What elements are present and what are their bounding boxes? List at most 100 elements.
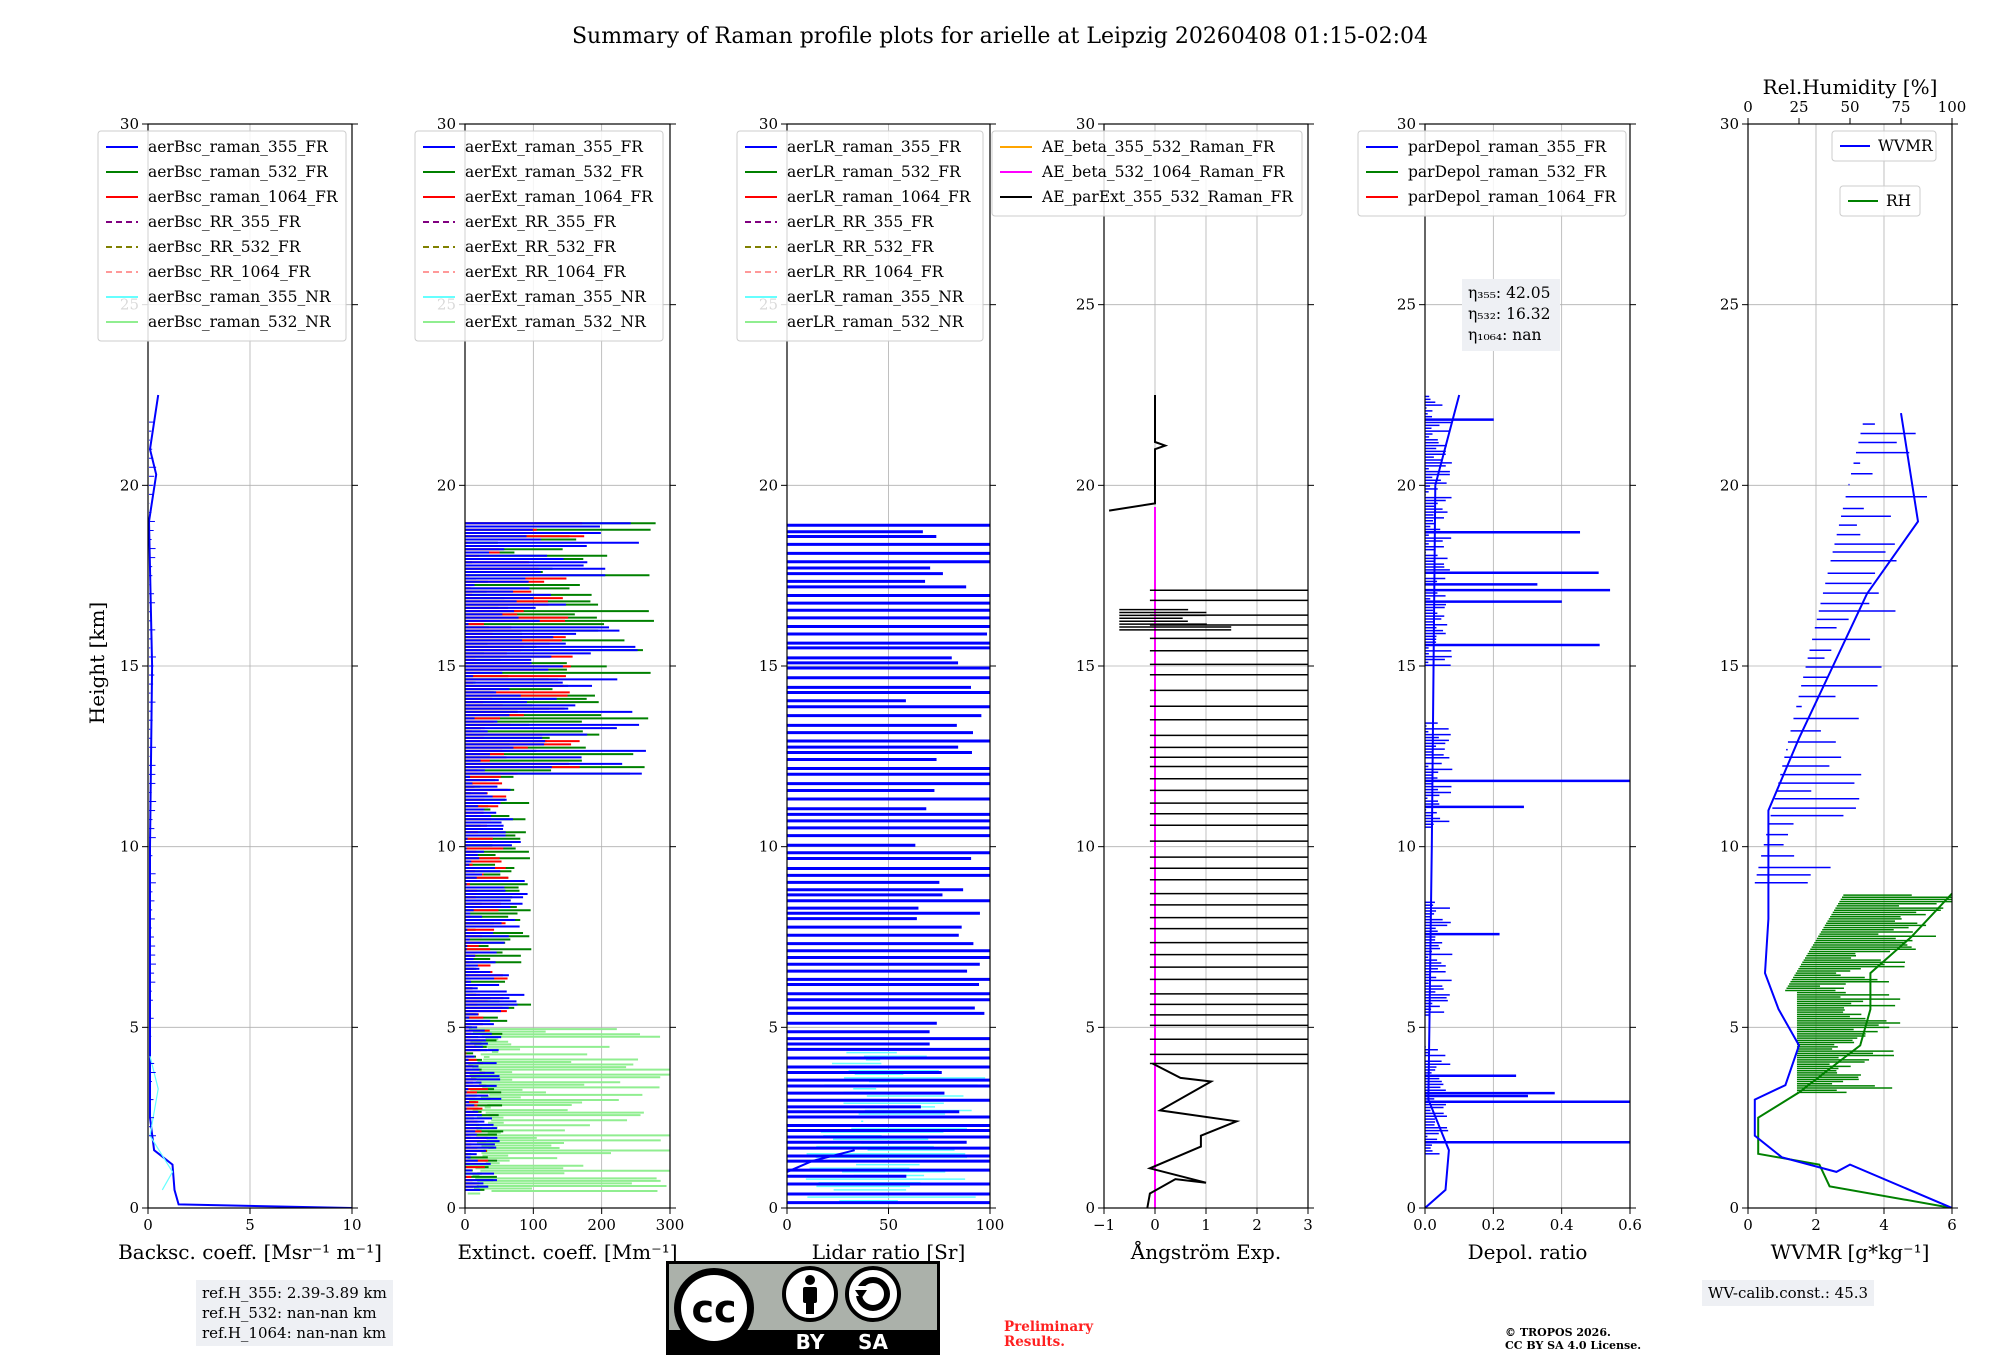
- legend-label: aerExt_RR_1064_FR: [465, 263, 627, 281]
- copyright-line-2: CC BY SA 4.0 License.: [1505, 1339, 1642, 1352]
- series-aerLR_raman_355_FR: [787, 1149, 855, 1173]
- panels: 0510152025300510Backsc. coeff. [Msr⁻¹ m⁻…: [97, 75, 1967, 1264]
- y-tick-label: 5: [1406, 1018, 1416, 1036]
- legend-label: aerExt_RR_355_FR: [465, 213, 617, 231]
- panel-depolarization: 0 5 10 15 20 25 30 0.0 0.2 0.4 0.6 Depol. ratio parD…: [1357, 115, 1642, 1264]
- legend-label: aerExt_raman_532_NR: [465, 313, 647, 331]
- top-x-axis-label: Rel.Humidity [%]: [1763, 75, 1938, 99]
- legend-label: aerBsc_raman_1064_FR: [148, 188, 339, 206]
- y-tick-label: 20: [759, 476, 778, 494]
- data-series: [1753, 412, 1952, 1208]
- x-tick-label: 5: [245, 1216, 255, 1234]
- series-AE_parExt_upper: [1108, 395, 1169, 512]
- x-tick-label: 50: [879, 1216, 898, 1234]
- cc-mark: cc: [691, 1287, 736, 1331]
- x-axis-label: Depol. ratio: [1468, 1240, 1588, 1264]
- legend-label: AE_beta_355_532_Raman_FR: [1041, 138, 1276, 156]
- series-aerBsc_raman_355_NR: [149, 1056, 174, 1191]
- x-tick-label: 0: [1743, 1216, 1753, 1234]
- y-tick-label: 25: [1076, 296, 1095, 314]
- preliminary-line-2: Results.: [1004, 1334, 1065, 1350]
- y-tick-label: 15: [120, 657, 139, 675]
- panel-backscatter: 0510152025300510Backsc. coeff. [Msr⁻¹ m⁻…: [97, 115, 382, 1264]
- x-tick-label: 10: [342, 1216, 361, 1234]
- legend-box: [991, 130, 1303, 217]
- series-AE_parExt_355_532_Raman_FR: [1146, 1062, 1241, 1208]
- series-aerBsc_raman_355_FR: [148, 394, 352, 1208]
- y-tick-label: 15: [1076, 657, 1095, 675]
- ref-height-355: ref.H_355: 2.39-3.89 km: [202, 1284, 387, 1302]
- legend-label: aerExt_raman_532_FR: [465, 163, 644, 181]
- x-tick-label: 2: [1811, 1216, 1821, 1234]
- x-tick-label: 3: [1303, 1216, 1313, 1234]
- legend-label: AE_parExt_355_532_Raman_FR: [1041, 188, 1294, 206]
- eta-background: [1462, 279, 1560, 351]
- y-tick-label: 20: [437, 476, 456, 494]
- legend-label: aerLR_raman_355_FR: [787, 138, 962, 156]
- legend-label: aerBsc_RR_355_FR: [148, 213, 302, 231]
- legend: aerLR_raman_355_FR aerLR_raman_532_FR aerL…: [736, 130, 984, 342]
- figure-title: Summary of Raman profile plots for ariel…: [572, 24, 1428, 49]
- x-tick-label: 0.4: [1550, 1216, 1574, 1234]
- legend: AE_beta_355_532_Raman_FR AE_beta_532_1064…: [991, 130, 1303, 217]
- y-tick-label: 20: [1720, 476, 1739, 494]
- y-tick-label: 10: [1720, 838, 1739, 856]
- top-x-tick-label: 0: [1743, 98, 1753, 116]
- legend-label: aerBsc_RR_1064_FR: [148, 263, 312, 281]
- y-tick-label: 5: [129, 1018, 139, 1036]
- y-tick-label: 30: [759, 115, 778, 133]
- legend-label: aerBsc_RR_532_FR: [148, 238, 302, 256]
- y-tick-label: 5: [446, 1018, 456, 1036]
- x-tick-label: −1: [1093, 1216, 1115, 1234]
- x-axis-label: WVMR [g*kg⁻¹]: [1771, 1240, 1930, 1264]
- legend: aerExt_raman_355_FR aerExt_raman_532_FRae…: [414, 130, 664, 342]
- y-tick-label: 30: [437, 115, 456, 133]
- legend-label: aerBsc_raman_532_NR: [148, 313, 332, 331]
- legend-label: aerLR_RR_532_FR: [787, 238, 935, 256]
- x-axis-label: Backsc. coeff. [Msr⁻¹ m⁻¹]: [118, 1240, 382, 1264]
- legend-label: aerExt_raman_355_FR: [465, 138, 644, 156]
- cc-by-sa-logo: cc BY SA: [666, 1261, 940, 1355]
- x-axis-label: Extinct. coeff. [Mm⁻¹]: [457, 1240, 677, 1264]
- legend-box: [1839, 185, 1921, 217]
- x-tick-label: 0: [460, 1216, 470, 1234]
- y-tick-label: 0: [129, 1199, 139, 1217]
- legend-box: [1357, 130, 1627, 217]
- wv-calib-text: WV-calib.const.: 45.3: [1708, 1284, 1869, 1302]
- top-x-tick-label: 100: [1938, 98, 1967, 116]
- x-tick-label: 1: [1201, 1216, 1211, 1234]
- x-axis-label: Lidar ratio [Sr]: [812, 1240, 966, 1264]
- legend: parDepol_raman_355_FR parDepol_raman_532_…: [1357, 130, 1627, 217]
- legend-label: parDepol_raman_532_FR: [1408, 163, 1608, 181]
- legend-label: aerExt_RR_532_FR: [465, 238, 617, 256]
- y-tick-label: 25: [1397, 296, 1416, 314]
- y-tick-label: 25: [1720, 296, 1739, 314]
- eta-box: η₃₅₅: 42.05 η₅₃₂: 16.32 η₁₀₆₄: nan: [1462, 279, 1560, 351]
- series-WVMR: [1753, 412, 1952, 1208]
- axes-frame: [147, 123, 353, 1209]
- y-tick-label: 5: [768, 1018, 778, 1036]
- axes-frame: [1747, 123, 1953, 1209]
- y-tick-label: 30: [1720, 115, 1739, 133]
- y-tick-label: 10: [1076, 838, 1095, 856]
- legend-label: RH: [1886, 192, 1911, 210]
- x-tick-label: 100: [519, 1216, 548, 1234]
- y-tick-label: 10: [120, 838, 139, 856]
- legend-label: WVMR: [1878, 137, 1934, 155]
- y-tick-label: 0: [446, 1199, 456, 1217]
- legend-label: aerLR_RR_1064_FR: [787, 263, 945, 281]
- x-axis-label: Ångström Exp.: [1130, 1239, 1281, 1264]
- legend-label: aerLR_raman_1064_FR: [787, 188, 972, 206]
- y-tick-label: 15: [759, 657, 778, 675]
- data-series: [1425, 394, 1630, 1208]
- y-tick-label: 15: [437, 657, 456, 675]
- legend-label: aerLR_RR_355_FR: [787, 213, 935, 231]
- preliminary-note: Preliminary Results.: [1004, 1320, 1093, 1350]
- by-label: BY: [796, 1330, 825, 1354]
- y-tick-label: 5: [1085, 1018, 1095, 1036]
- y-tick-label: 10: [759, 838, 778, 856]
- legend-label: aerLR_raman_532_FR: [787, 163, 962, 181]
- y-tick-label: 20: [1397, 476, 1416, 494]
- legend: WVMR RH: [1831, 130, 1937, 217]
- legend-label: parDepol_raman_1064_FR: [1408, 188, 1617, 206]
